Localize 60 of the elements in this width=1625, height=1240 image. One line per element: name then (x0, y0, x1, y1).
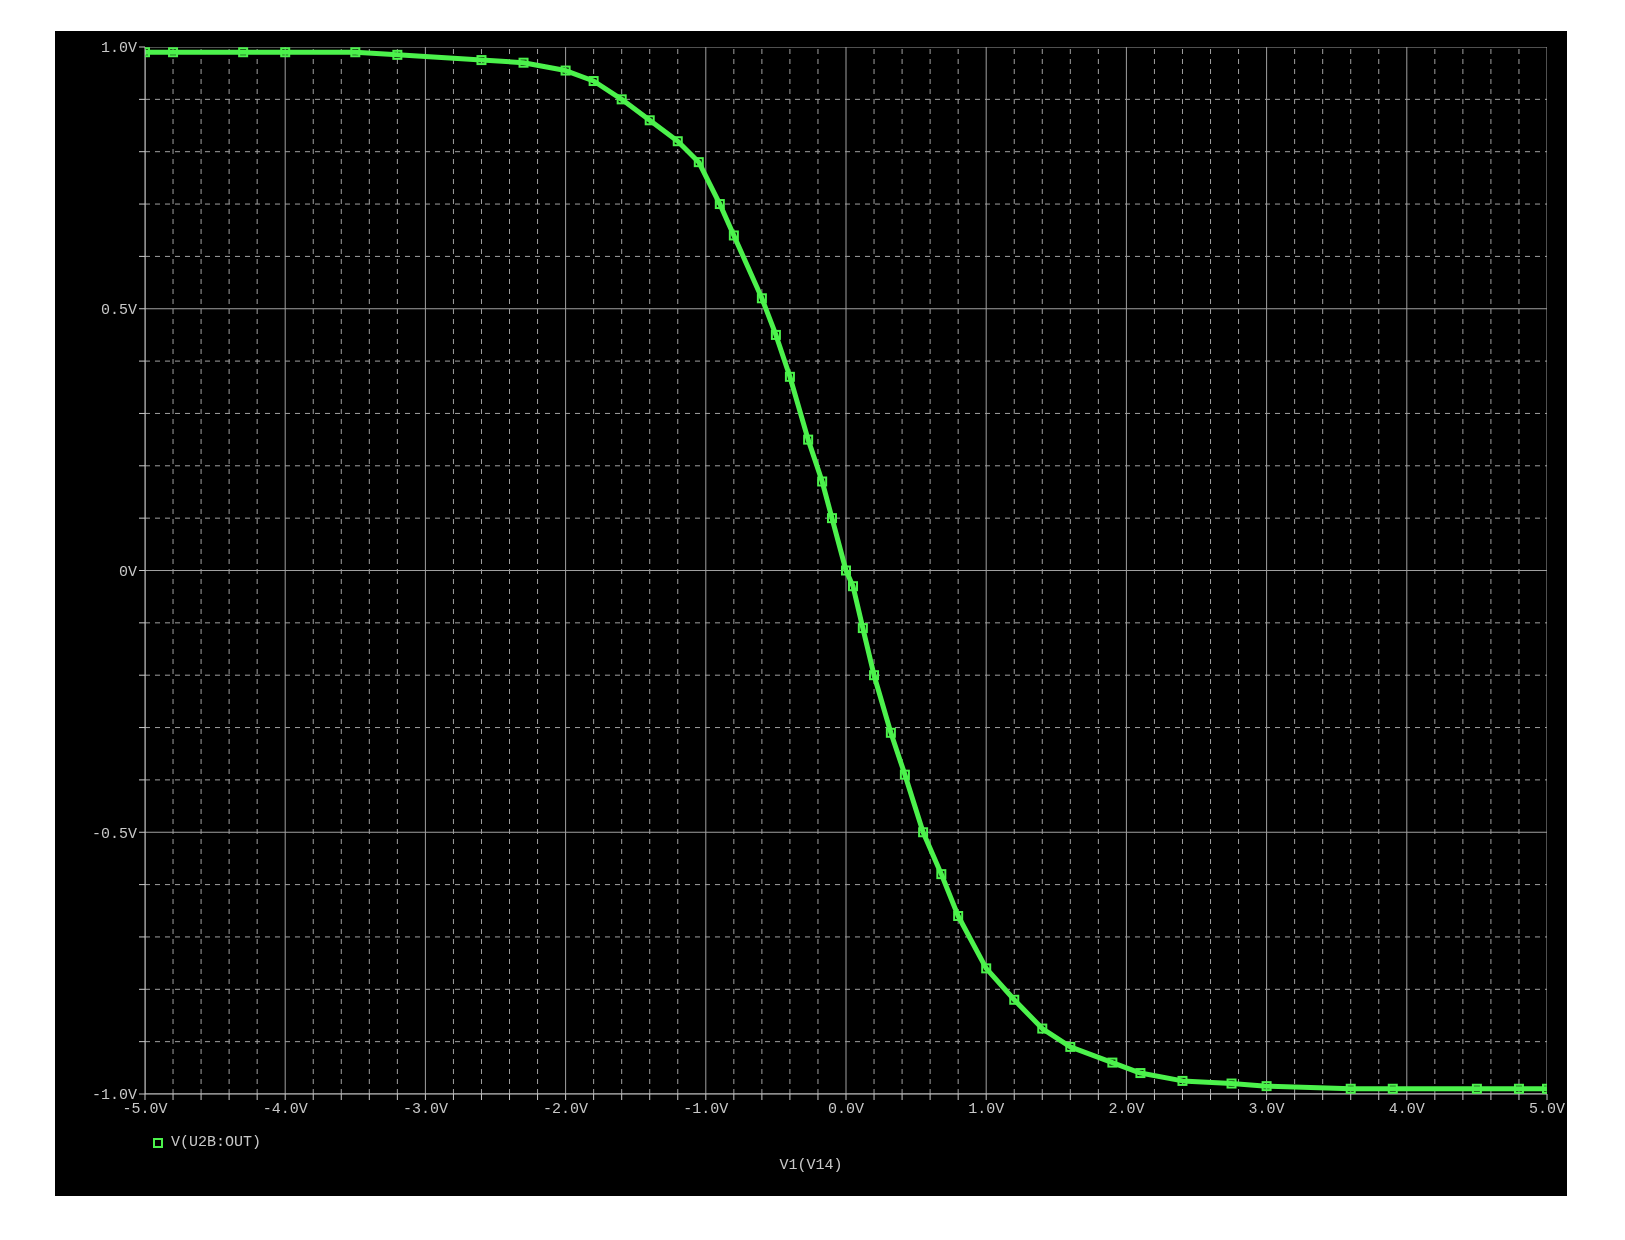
point (1513, 1083, 1524, 1094)
point (1261, 1081, 1272, 1092)
point (936, 869, 947, 880)
point (560, 65, 571, 76)
y-tick-label: 0V (118, 563, 137, 581)
x-tick-label: 5.0V (1528, 1100, 1566, 1118)
point (693, 157, 704, 168)
point (350, 47, 361, 58)
x-tick-label: -1.0V (683, 1100, 729, 1118)
point (756, 293, 767, 304)
point (616, 94, 627, 105)
point (392, 49, 403, 60)
x-tick-label: 3.0V (1248, 1100, 1285, 1118)
point (1471, 1083, 1482, 1094)
point (1065, 1041, 1076, 1052)
point (1226, 1078, 1237, 1089)
x-tick-label: -4.0V (262, 1100, 308, 1118)
y-tick-label: -0.5V (91, 825, 137, 843)
x-tick-label: 1.0V (968, 1100, 1005, 1118)
point (672, 136, 683, 147)
point (869, 670, 880, 681)
x-tick-label: 0.0V (827, 1100, 865, 1118)
point (1037, 1023, 1048, 1034)
point (803, 434, 814, 445)
point (857, 623, 868, 634)
point (588, 76, 599, 87)
x-tick-label: -3.0V (402, 1100, 448, 1118)
y-tick-label: 0.5V (100, 302, 137, 320)
x-tick-label: -2.0V (543, 1100, 589, 1118)
point (770, 329, 781, 340)
point (1177, 1075, 1188, 1086)
point (1345, 1083, 1356, 1094)
point (1135, 1068, 1146, 1079)
point (1009, 994, 1020, 1005)
point (918, 827, 929, 838)
point (848, 581, 859, 592)
point (953, 911, 964, 922)
point (644, 115, 655, 126)
x-tick-label: -5.0V (122, 1100, 168, 1118)
point (826, 513, 837, 524)
point (981, 963, 992, 974)
point (238, 47, 249, 58)
point (899, 769, 910, 780)
x-tick-label: 2.0V (1108, 1100, 1145, 1118)
point (1387, 1083, 1398, 1094)
point (841, 565, 851, 576)
y-tick-label: 1.0V (100, 40, 137, 58)
point (518, 57, 529, 68)
legend-label: V(U2B:OUT) (171, 1134, 262, 1151)
point (885, 727, 896, 738)
point (784, 371, 795, 382)
point (1107, 1057, 1118, 1068)
x-axis-title: V1(V14) (778, 1157, 844, 1174)
point (280, 47, 291, 58)
point (728, 230, 739, 241)
point (168, 47, 179, 58)
x-tick-label: 4.0V (1388, 1100, 1425, 1118)
point (476, 55, 487, 66)
point (817, 476, 828, 487)
point (714, 199, 725, 210)
